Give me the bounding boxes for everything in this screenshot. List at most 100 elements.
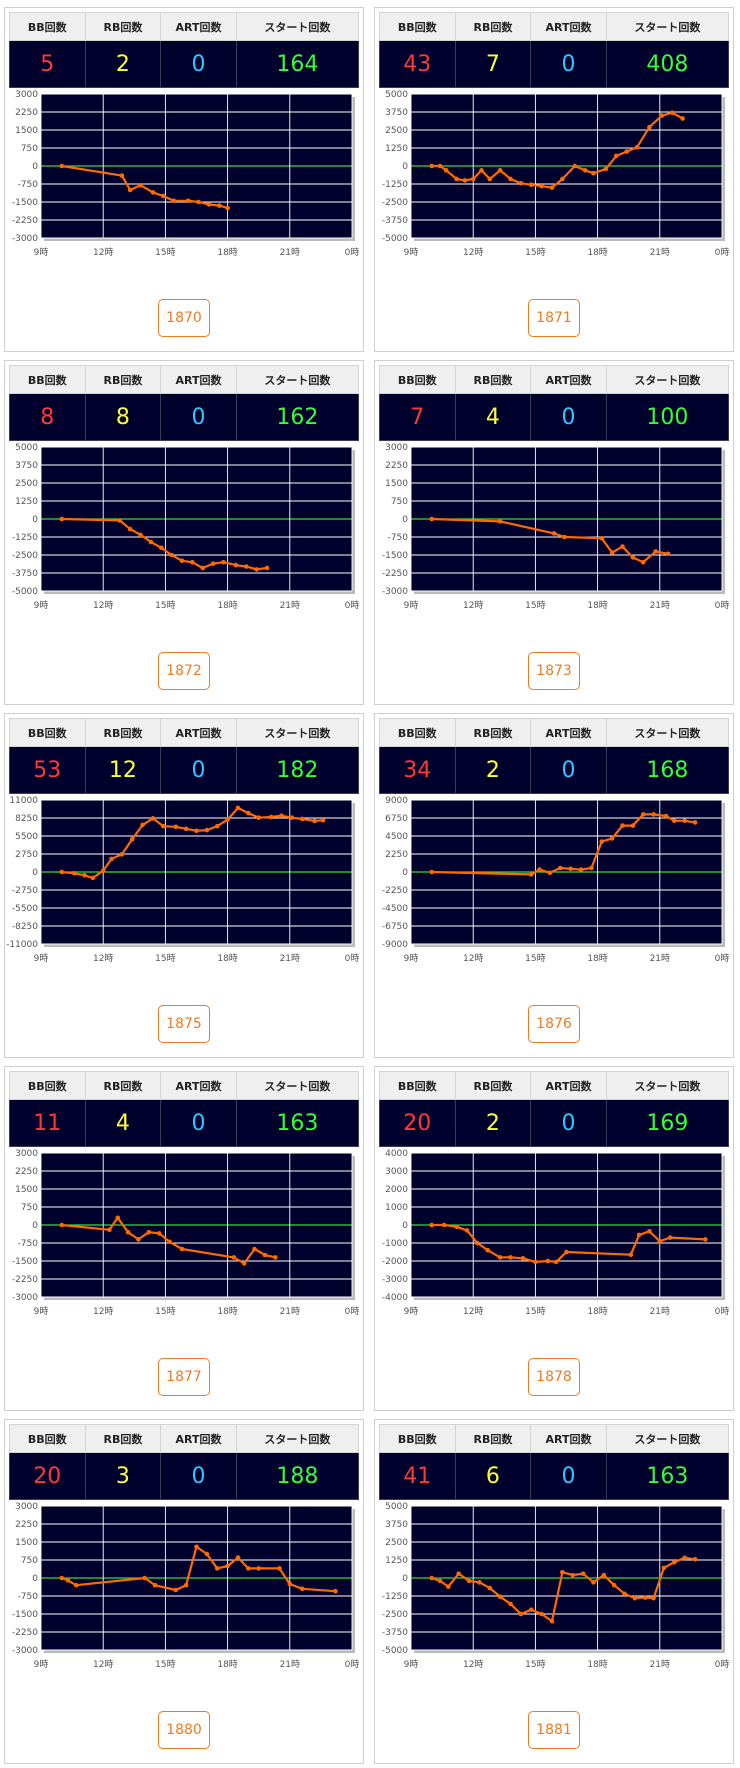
data-point <box>169 552 174 558</box>
x-tick-label: 12時 <box>463 1659 483 1670</box>
stats-table: BB回数 RB回数 ART回数 スタート回数 43 7 0 408 <box>379 12 730 88</box>
machine-number-button[interactable]: 1872 <box>158 652 210 690</box>
machine-number-button[interactable]: 1875 <box>158 1005 210 1043</box>
bb-header: BB回数 <box>379 1071 456 1100</box>
y-tick-label: -2250 <box>382 569 408 579</box>
y-tick-label: -8250 <box>12 922 38 932</box>
art-count: 0 <box>530 40 607 88</box>
data-point <box>630 555 636 560</box>
rb-count: 2 <box>454 746 532 794</box>
art-count: 0 <box>160 1099 237 1147</box>
x-tick-label: 18時 <box>587 247 607 258</box>
data-point <box>647 124 652 130</box>
y-tick-label: 0 <box>32 515 38 525</box>
art-header: ART回数 <box>530 1071 607 1100</box>
data-point <box>599 535 605 541</box>
y-tick-label: -2000 <box>382 1257 408 1267</box>
start-count: 164 <box>235 40 360 88</box>
data-point <box>589 865 594 871</box>
data-point <box>119 173 125 178</box>
y-tick-label: -2750 <box>12 886 38 896</box>
machine-card: BB回数 RB回数 ART回数 スタート回数 20 2 0 169 1878 40… <box>374 1066 734 1411</box>
y-tick-label: 0 <box>402 1574 408 1584</box>
x-tick-label: 12時 <box>93 600 113 611</box>
machine-number-button[interactable]: 1880 <box>158 1711 210 1749</box>
bb-count: 53 <box>9 746 86 794</box>
start-header: スタート回数 <box>235 365 360 394</box>
machine-number-button[interactable]: 1878 <box>528 1358 580 1396</box>
data-point <box>601 1572 607 1578</box>
data-point <box>161 823 166 829</box>
y-tick-label: -750 <box>388 533 409 543</box>
data-point <box>333 1588 338 1594</box>
x-tick-label: 9時 <box>34 600 49 611</box>
data-point <box>547 870 553 876</box>
data-point <box>591 1580 596 1585</box>
data-point <box>320 817 326 823</box>
y-tick-label: -11000 <box>6 940 38 950</box>
art-header: ART回数 <box>530 365 607 394</box>
data-point <box>640 559 646 565</box>
data-point <box>59 869 65 875</box>
x-tick-label: 0時 <box>715 1659 730 1670</box>
y-tick-label: 3000 <box>15 1149 38 1159</box>
data-point <box>206 202 212 207</box>
data-point <box>487 1585 493 1591</box>
data-point <box>657 1238 663 1244</box>
machine-number-button[interactable]: 1881 <box>528 1711 580 1749</box>
machine-number-button[interactable]: 1870 <box>158 299 210 337</box>
x-tick-label: 21時 <box>280 600 300 611</box>
bb-header: BB回数 <box>9 12 86 41</box>
x-tick-label: 12時 <box>463 600 483 611</box>
y-tick-label: -4500 <box>382 904 408 914</box>
machine-number-button[interactable]: 1873 <box>528 652 580 690</box>
data-point <box>466 1578 472 1584</box>
data-point <box>190 559 195 565</box>
data-point <box>179 1246 185 1252</box>
y-tick-label: 3000 <box>385 1167 408 1177</box>
y-tick-label: -2500 <box>12 551 38 561</box>
data-point <box>429 163 435 169</box>
data-point <box>497 1255 503 1260</box>
y-tick-label: 8250 <box>15 814 38 824</box>
data-point <box>667 1235 673 1240</box>
data-point <box>73 1582 79 1588</box>
x-tick-label: 21時 <box>650 953 670 964</box>
art-header: ART回数 <box>160 1071 237 1100</box>
data-point <box>477 1580 482 1585</box>
data-point <box>661 1565 667 1571</box>
y-tick-label: -2500 <box>382 1610 408 1620</box>
machine-number-button[interactable]: 1871 <box>528 299 580 337</box>
rb-count: 3 <box>84 1452 162 1500</box>
y-tick-label: 2750 <box>15 850 38 860</box>
start-header: スタート回数 <box>605 365 730 394</box>
start-header: スタート回数 <box>605 1071 730 1100</box>
y-tick-label: 750 <box>21 144 38 154</box>
x-tick-label: 18時 <box>217 1659 237 1670</box>
data-point <box>528 872 534 877</box>
rb-header: RB回数 <box>454 1424 532 1453</box>
data-point <box>528 1607 534 1612</box>
machine-card: BB回数 RB回数 ART回数 スタート回数 34 2 0 168 1876 90… <box>374 713 734 1058</box>
y-tick-label: -1250 <box>12 533 38 543</box>
x-tick-label: 0時 <box>715 247 730 258</box>
data-point <box>173 1587 179 1593</box>
data-point <box>682 1555 687 1561</box>
data-point <box>640 812 646 817</box>
bb-header: BB回数 <box>9 1424 86 1453</box>
y-tick-label: -2250 <box>12 216 38 226</box>
y-tick-label: -1500 <box>12 1610 38 1620</box>
x-tick-label: 18時 <box>217 600 237 611</box>
data-point <box>437 163 443 169</box>
x-tick-label: 9時 <box>404 953 419 964</box>
machine-number-button[interactable]: 1877 <box>158 1358 210 1396</box>
data-point <box>630 823 636 828</box>
machine-number-button[interactable]: 1876 <box>528 1005 580 1043</box>
y-tick-label: 0 <box>402 162 408 172</box>
x-tick-label: 18時 <box>587 1659 607 1670</box>
data-point <box>59 1575 65 1581</box>
art-header: ART回数 <box>160 365 237 394</box>
y-tick-label: -1250 <box>382 180 408 190</box>
data-point <box>642 1595 648 1600</box>
data-point <box>312 818 317 824</box>
